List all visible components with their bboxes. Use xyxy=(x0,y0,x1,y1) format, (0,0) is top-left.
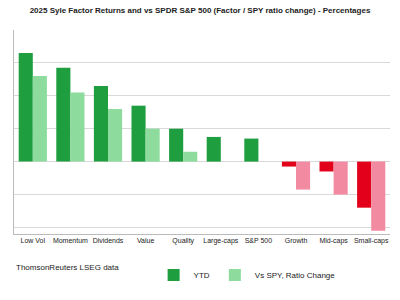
svg-text:Vs SPY, Ratio Change: Vs SPY, Ratio Change xyxy=(255,271,335,280)
svg-text:2025 Syle Factor Returns and v: 2025 Syle Factor Returns and vs SPDR S&P… xyxy=(30,6,371,15)
svg-text:Low Vol: Low Vol xyxy=(21,237,46,244)
svg-text:Growth: Growth xyxy=(285,237,308,244)
svg-text:ThomsonReuters LSEG data: ThomsonReuters LSEG data xyxy=(16,263,119,272)
svg-text:Small-caps: Small-caps xyxy=(354,237,389,245)
svg-text:S&P 500: S&P 500 xyxy=(245,237,273,244)
svg-text:YTD: YTD xyxy=(194,271,210,280)
svg-text:Momentum: Momentum xyxy=(53,237,88,244)
svg-text:Dividends: Dividends xyxy=(93,237,124,244)
svg-text:Value: Value xyxy=(137,237,154,244)
svg-text:Mid-caps: Mid-caps xyxy=(319,237,348,245)
svg-text:Quality: Quality xyxy=(172,237,194,245)
svg-text:Large-caps: Large-caps xyxy=(203,237,239,245)
